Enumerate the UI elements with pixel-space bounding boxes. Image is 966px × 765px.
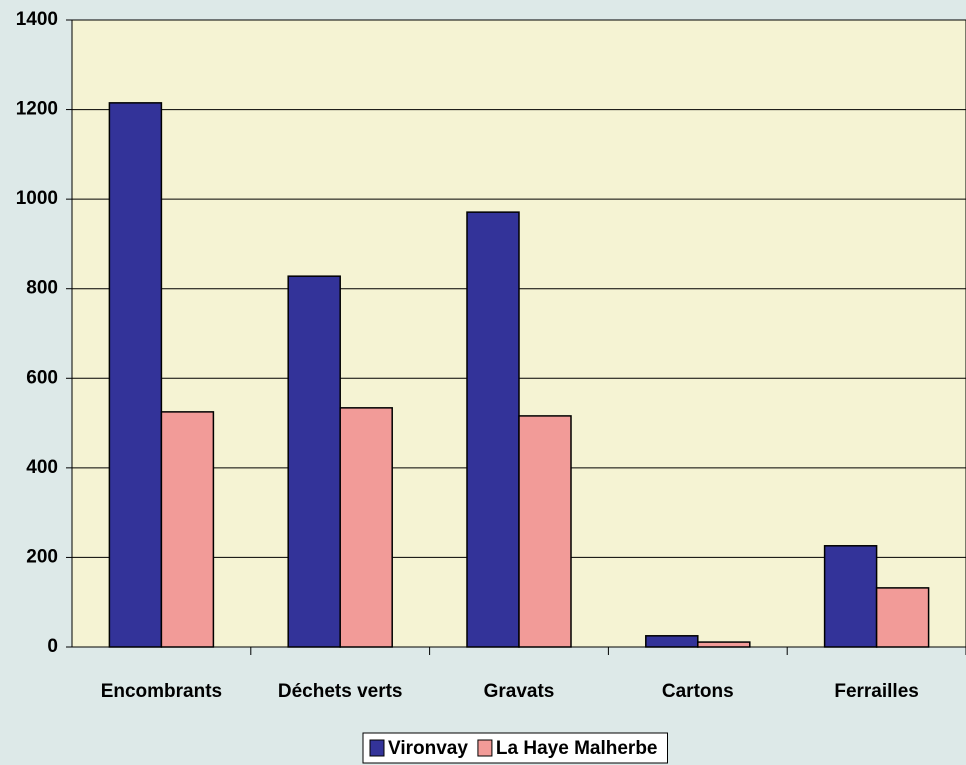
- x-tick-label: Ferrailles: [834, 681, 919, 702]
- y-tick-label: 0: [47, 636, 58, 657]
- bar: [875, 587, 930, 648]
- x-tick-label: Encombrants: [101, 681, 222, 702]
- bar: [339, 407, 393, 648]
- bar: [518, 415, 572, 648]
- y-tick-label: 600: [26, 367, 58, 388]
- legend: [362, 732, 668, 764]
- legend-label: La Haye Malherbe: [496, 738, 658, 759]
- legend-swatch: [477, 739, 493, 757]
- y-tick-label: 1200: [16, 99, 58, 120]
- bar: [697, 641, 751, 648]
- bar: [108, 102, 163, 648]
- x-tick-label: Déchets verts: [278, 681, 403, 702]
- bar: [645, 635, 699, 648]
- legend-label: Vironvay: [388, 738, 468, 759]
- y-tick-label: 1000: [16, 188, 58, 209]
- bar: [160, 411, 215, 648]
- y-tick-label: 800: [26, 278, 58, 299]
- bar: [287, 275, 341, 648]
- bar: [823, 545, 878, 648]
- y-tick-label: 400: [26, 457, 58, 478]
- x-tick-label: Gravats: [484, 681, 555, 702]
- x-tick-label: Cartons: [662, 681, 734, 702]
- y-tick-label: 200: [26, 546, 58, 567]
- y-tick-label: 1400: [16, 9, 58, 30]
- legend-swatch: [369, 739, 385, 757]
- bar: [466, 211, 520, 648]
